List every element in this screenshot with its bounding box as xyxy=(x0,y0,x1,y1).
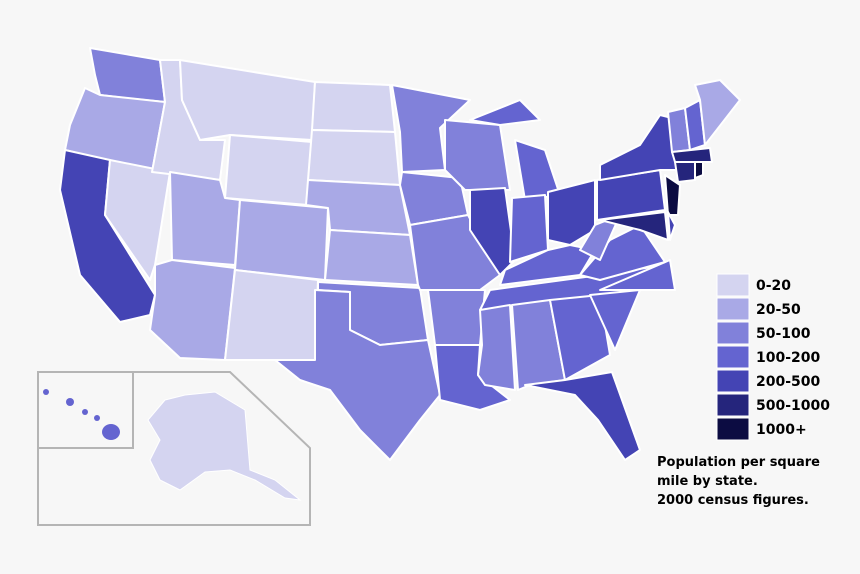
state xyxy=(469,187,516,276)
inset xyxy=(37,371,311,526)
island xyxy=(66,398,74,406)
state xyxy=(274,289,441,461)
inset-frame xyxy=(37,371,311,526)
state xyxy=(547,179,596,246)
state xyxy=(234,199,329,281)
island xyxy=(94,415,100,421)
island xyxy=(43,389,49,395)
legend: 0-20 20-50 50-100 100-200 200-500 500-1000 100… xyxy=(716,273,830,441)
legend-swatch xyxy=(716,393,750,417)
state xyxy=(427,289,486,346)
state xyxy=(694,79,741,146)
state xyxy=(444,119,511,191)
legend-label: 200-500 xyxy=(756,374,821,390)
state xyxy=(477,304,516,391)
state xyxy=(671,147,713,163)
state xyxy=(694,161,704,179)
island xyxy=(102,424,120,440)
legend-label: 20-50 xyxy=(756,302,801,318)
state xyxy=(589,289,641,351)
state xyxy=(311,81,396,133)
alaska xyxy=(147,391,302,501)
state xyxy=(667,211,676,241)
state xyxy=(664,174,681,216)
state xyxy=(674,161,696,183)
state xyxy=(469,99,541,126)
legend-label: 50-100 xyxy=(756,326,811,342)
hawaii xyxy=(43,389,120,440)
state xyxy=(599,259,676,291)
state xyxy=(599,211,669,241)
legend-swatch xyxy=(716,297,750,321)
legend-swatch xyxy=(716,273,750,297)
state xyxy=(307,129,401,186)
caption-line: 2000 census figures. xyxy=(657,493,809,508)
legend-label: 500-1000 xyxy=(756,398,830,414)
legend-label: 1000+ xyxy=(756,422,807,438)
legend-label: 100-200 xyxy=(756,350,821,366)
caption-line: Population per square xyxy=(657,455,820,470)
caption-line: mile by state. xyxy=(657,474,758,489)
state xyxy=(524,371,641,461)
state xyxy=(224,269,319,361)
legend-swatch xyxy=(716,321,750,345)
state xyxy=(324,229,419,286)
caption: Population per square mile by state. 2000 … xyxy=(657,455,820,508)
legend-swatch xyxy=(716,417,750,441)
state xyxy=(434,344,511,411)
legend-swatch xyxy=(716,369,750,393)
legend-swatch xyxy=(716,345,750,369)
states xyxy=(59,47,741,461)
state xyxy=(549,294,611,381)
inset-hawaii-frame xyxy=(37,371,134,449)
legend-label: 0-20 xyxy=(756,278,791,294)
island xyxy=(82,409,88,415)
state xyxy=(224,134,313,206)
